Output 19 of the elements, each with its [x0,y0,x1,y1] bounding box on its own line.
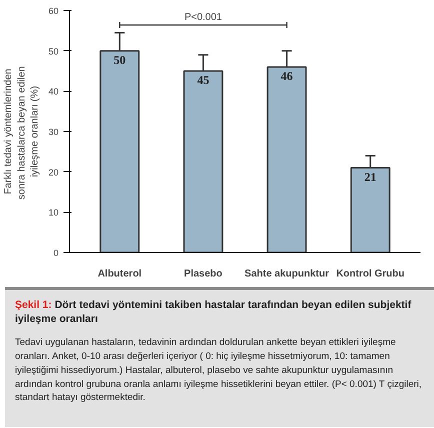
x-tick-label: Albuterol [98,268,142,280]
data-label: 50 [114,52,126,67]
x-tick-label: Kontrol Grubu [336,268,405,280]
y-tick-label: 0 [53,248,59,258]
y-tick-label: 30 [48,127,59,137]
y-tick-label: 60 [48,6,59,16]
text: Şekil 1: Dört tedavi yöntemini takiben hastalar tarafından beyan edilen subjektif iyileşme oranları [15,298,412,326]
y-tick-label: 50 [48,46,59,56]
x-tick-label: Plasebo [184,268,222,280]
data-label: 46 [280,68,293,83]
y-tick-label: 20 [48,167,59,178]
data-label: 21 [364,170,376,184]
data-label: 45 [197,73,210,87]
y-axis-title: Farklı tedavi yöntemlerinden sonra hastalarca beyan edilen iyileşme oranları (%) [3,66,40,200]
annotation: P<0.001 [184,12,222,24]
y-tick-label: 10 [48,208,59,218]
y-tick-label: 40 [48,86,59,97]
text: Tedavi uygulanan hastaların, tedavinin ardından doldurulan ankette beyan ettikleri iyileşme oranları. Anket, 0-10 arası değerleri içeriyor ( 0: hiç iyileşme hissetmiyorum, 10: tamamen iyileştiğimi hissediyorum.) Hastalar, albuterol, plasebo ve sahte akupunktur uygulamasının ardından kontrol grubuna oranla anlamı iyileşme hissetiklerini beyan ettiler. (P< 0.001) T çizgileri, standart hatayı göstermektedir. [15,336,423,406]
x-tick-label: Sahte akupunktur [244,268,330,280]
